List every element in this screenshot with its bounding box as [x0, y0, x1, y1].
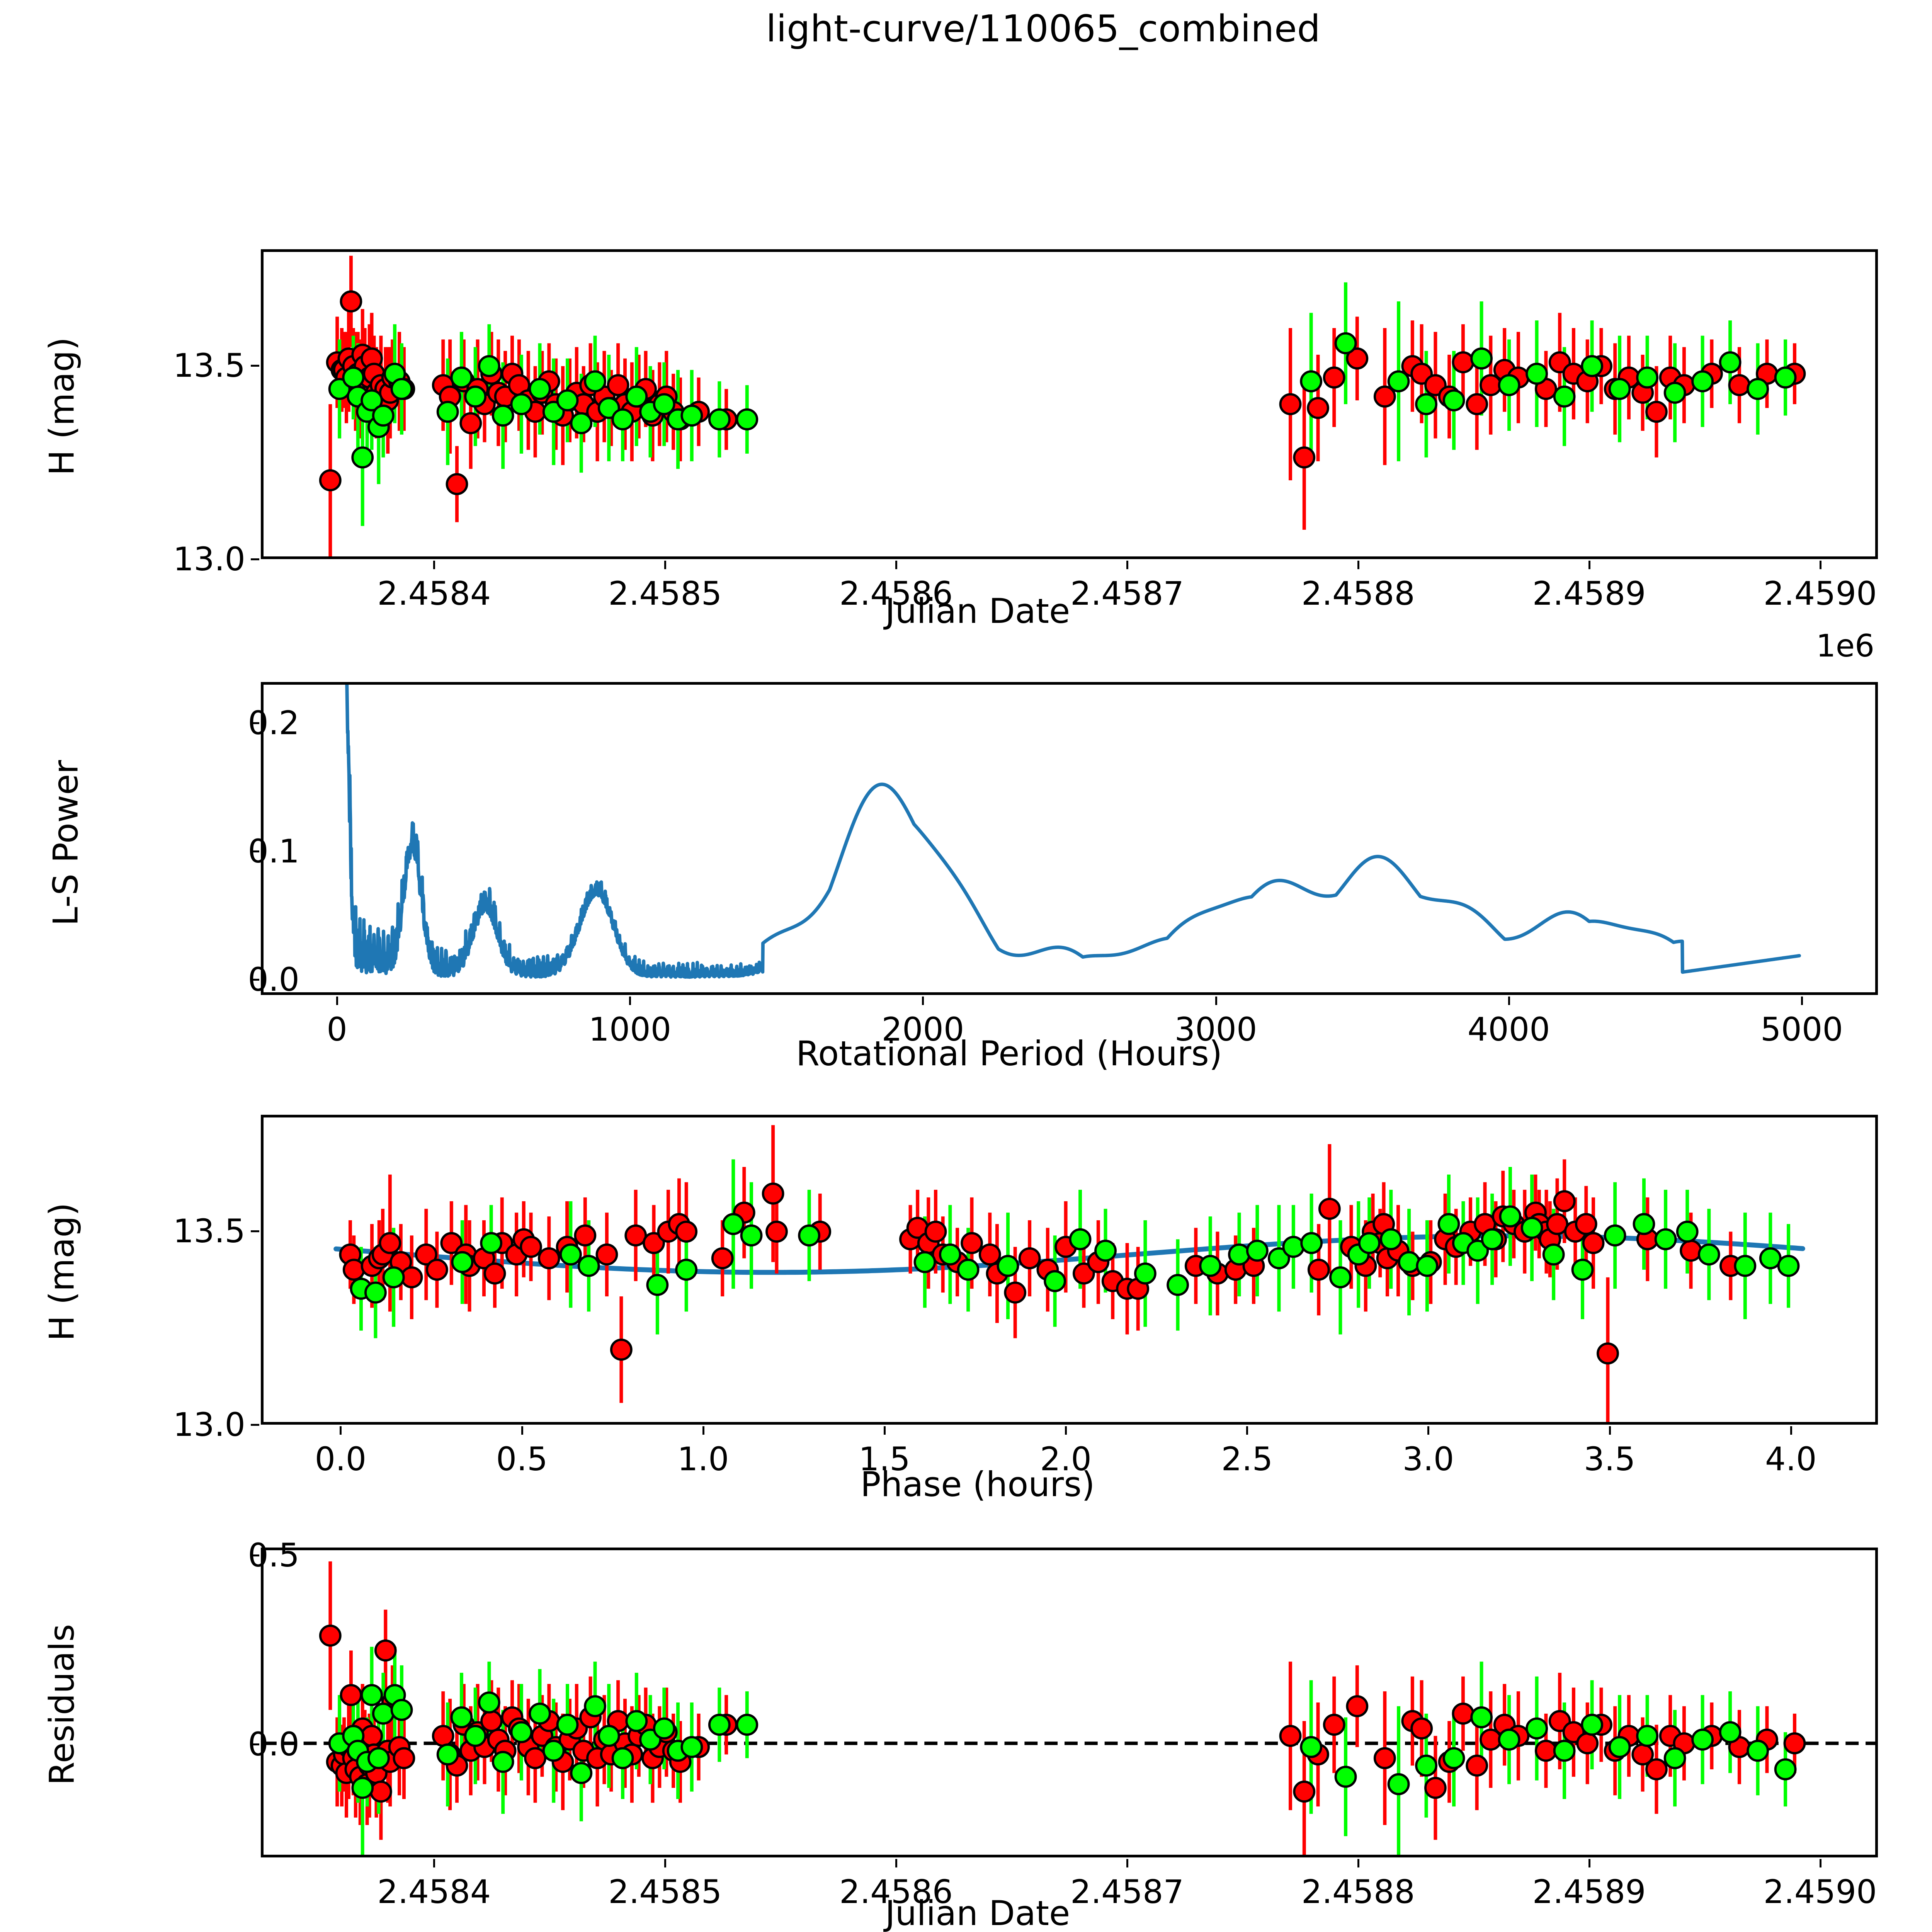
y-tickmark [251, 1230, 259, 1232]
panel-residuals [261, 1548, 1878, 1857]
x-tick-label: 3.0 [1402, 1440, 1454, 1478]
periodogram-plot-area [345, 685, 1801, 979]
x-tick-label: 2.4585 [608, 575, 722, 612]
y-tick-label: 0.0 [248, 961, 299, 999]
y-tickmark [251, 1743, 259, 1745]
panel1-xlabel: Julian Date [885, 591, 1070, 631]
panel1-ylabel: H (mag) [42, 337, 82, 476]
x-tickmark [1588, 561, 1590, 569]
y-tickmark [251, 364, 259, 367]
x-tick-label: 2.4586 [839, 575, 953, 612]
x-tick-label: 1000 [588, 1010, 672, 1048]
panel4-ylabel: Residuals [42, 1624, 82, 1786]
x-tickmark [883, 1426, 886, 1435]
y-tickmark [251, 850, 259, 853]
x-tick-label: 2.4587 [1070, 575, 1184, 612]
panel4-x-offset: 1e6 [1816, 1930, 1874, 1932]
x-tickmark [433, 1859, 435, 1867]
x-tick-label: 2.4590 [1763, 1873, 1877, 1911]
x-tickmark [1508, 997, 1510, 1005]
x-tick-label: 2000 [881, 1010, 964, 1048]
x-tickmark [1357, 561, 1359, 569]
x-tick-label: 2.4587 [1070, 1873, 1184, 1911]
x-tick-label: 2.4589 [1532, 575, 1646, 612]
x-tick-label: 2.5 [1221, 1440, 1273, 1478]
y-tick-label: 13.0 [173, 540, 245, 578]
y-tickmark [251, 1424, 259, 1426]
residuals-plot-area [264, 1561, 1875, 1855]
x-tick-label: 2.0 [1040, 1440, 1092, 1478]
x-tickmark [521, 1426, 523, 1435]
x-tickmark [1126, 561, 1128, 569]
x-tickmark [1065, 1426, 1067, 1435]
x-tickmark [1801, 997, 1803, 1005]
y-tick-label: 0.2 [248, 704, 299, 742]
x-tickmark [629, 997, 631, 1005]
y-tickmark [251, 1554, 259, 1556]
x-tick-label: 2.4590 [1763, 575, 1877, 612]
x-tick-label: 2.4585 [608, 1873, 722, 1911]
x-tickmark [895, 561, 898, 569]
x-tickmark [664, 561, 667, 569]
panel-phasefold [261, 1115, 1878, 1425]
y-tickmark [251, 722, 259, 724]
y-tickmark [251, 558, 259, 560]
x-tick-label: 3000 [1174, 1010, 1257, 1048]
y-tick-label: 0.5 [248, 1536, 299, 1574]
figure-title: light-curve/110065_combined [766, 8, 1321, 50]
x-tickmark [1588, 1859, 1590, 1867]
x-tick-label: 4.0 [1765, 1440, 1817, 1478]
x-tick-label: 4000 [1467, 1010, 1550, 1048]
x-tick-label: 2.4584 [377, 575, 491, 612]
x-tick-label: 0.0 [315, 1440, 367, 1478]
x-tickmark [1427, 1426, 1430, 1435]
x-tick-label: 0.5 [496, 1440, 548, 1478]
x-tickmark [1819, 561, 1821, 569]
panel2-ylabel: L-S Power [46, 760, 86, 926]
x-tickmark [1126, 1859, 1128, 1867]
x-tick-label: 2.4586 [839, 1873, 953, 1911]
x-tick-label: 0 [327, 1010, 347, 1048]
x-tickmark [895, 1859, 898, 1867]
panel2-xlabel: Rotational Period (Hours) [796, 1034, 1223, 1073]
panel-lightcurve [261, 249, 1878, 559]
y-tick-label: 13.5 [173, 1212, 245, 1250]
y-tick-label: 0.1 [248, 832, 299, 871]
panel3-ylabel: H (mag) [42, 1202, 82, 1341]
x-tick-label: 2.4588 [1301, 575, 1415, 612]
panel-periodogram [261, 682, 1878, 995]
x-tick-label: 5000 [1760, 1010, 1843, 1048]
x-tickmark [1819, 1859, 1821, 1867]
x-tickmark [336, 997, 338, 1005]
phasefold-plot-area [333, 1125, 1805, 1422]
y-tick-label: 13.5 [173, 346, 245, 384]
y-tick-label: 13.0 [173, 1406, 245, 1444]
x-tickmark [664, 1859, 667, 1867]
x-tick-label: 1.5 [859, 1440, 910, 1478]
lightcurve-plot-area [319, 255, 1806, 556]
x-tickmark [1790, 1426, 1792, 1435]
x-tick-label: 2.4589 [1532, 1873, 1646, 1911]
x-tick-label: 2.4584 [377, 1873, 491, 1911]
x-tickmark [340, 1426, 342, 1435]
x-tickmark [433, 561, 435, 569]
x-tick-label: 2.4588 [1301, 1873, 1415, 1911]
y-tickmark [251, 979, 259, 981]
panel3-xlabel: Phase (hours) [860, 1464, 1095, 1504]
x-tickmark [922, 997, 924, 1005]
x-tickmark [1246, 1426, 1248, 1435]
x-tickmark [702, 1426, 704, 1435]
x-tick-label: 1.0 [677, 1440, 729, 1478]
x-tickmark [1357, 1859, 1359, 1867]
x-tick-label: 3.5 [1583, 1440, 1636, 1478]
panel4-xlabel: Julian Date [885, 1893, 1070, 1932]
x-tickmark [1609, 1426, 1611, 1435]
panel1-x-offset: 1e6 [1816, 628, 1875, 664]
x-tickmark [1215, 997, 1217, 1005]
y-tick-label: 0.0 [248, 1725, 299, 1763]
